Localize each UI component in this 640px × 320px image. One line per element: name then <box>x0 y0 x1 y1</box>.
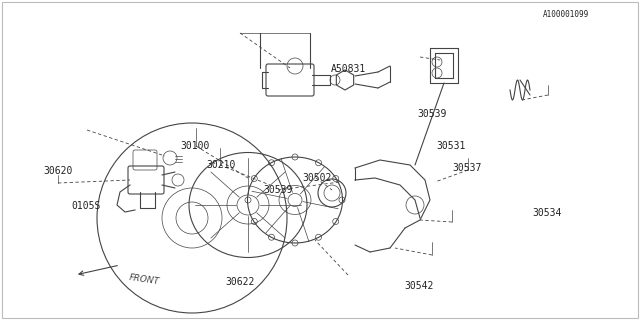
Text: FRONT: FRONT <box>128 273 160 287</box>
Text: 30100: 30100 <box>180 140 210 151</box>
Text: 30531: 30531 <box>436 140 466 151</box>
Text: 30542: 30542 <box>404 281 434 292</box>
Text: 30539: 30539 <box>264 185 293 196</box>
Text: 30622: 30622 <box>225 276 255 287</box>
Text: A100001099: A100001099 <box>543 10 589 19</box>
Text: 30539: 30539 <box>417 108 447 119</box>
Text: A50831: A50831 <box>331 64 367 74</box>
Text: 30210: 30210 <box>206 160 236 170</box>
Text: 0105S: 0105S <box>72 201 101 212</box>
Text: 30620: 30620 <box>43 166 72 176</box>
Text: 30537: 30537 <box>452 163 482 173</box>
Text: 30534: 30534 <box>532 208 562 218</box>
Text: 30502: 30502 <box>302 172 332 183</box>
